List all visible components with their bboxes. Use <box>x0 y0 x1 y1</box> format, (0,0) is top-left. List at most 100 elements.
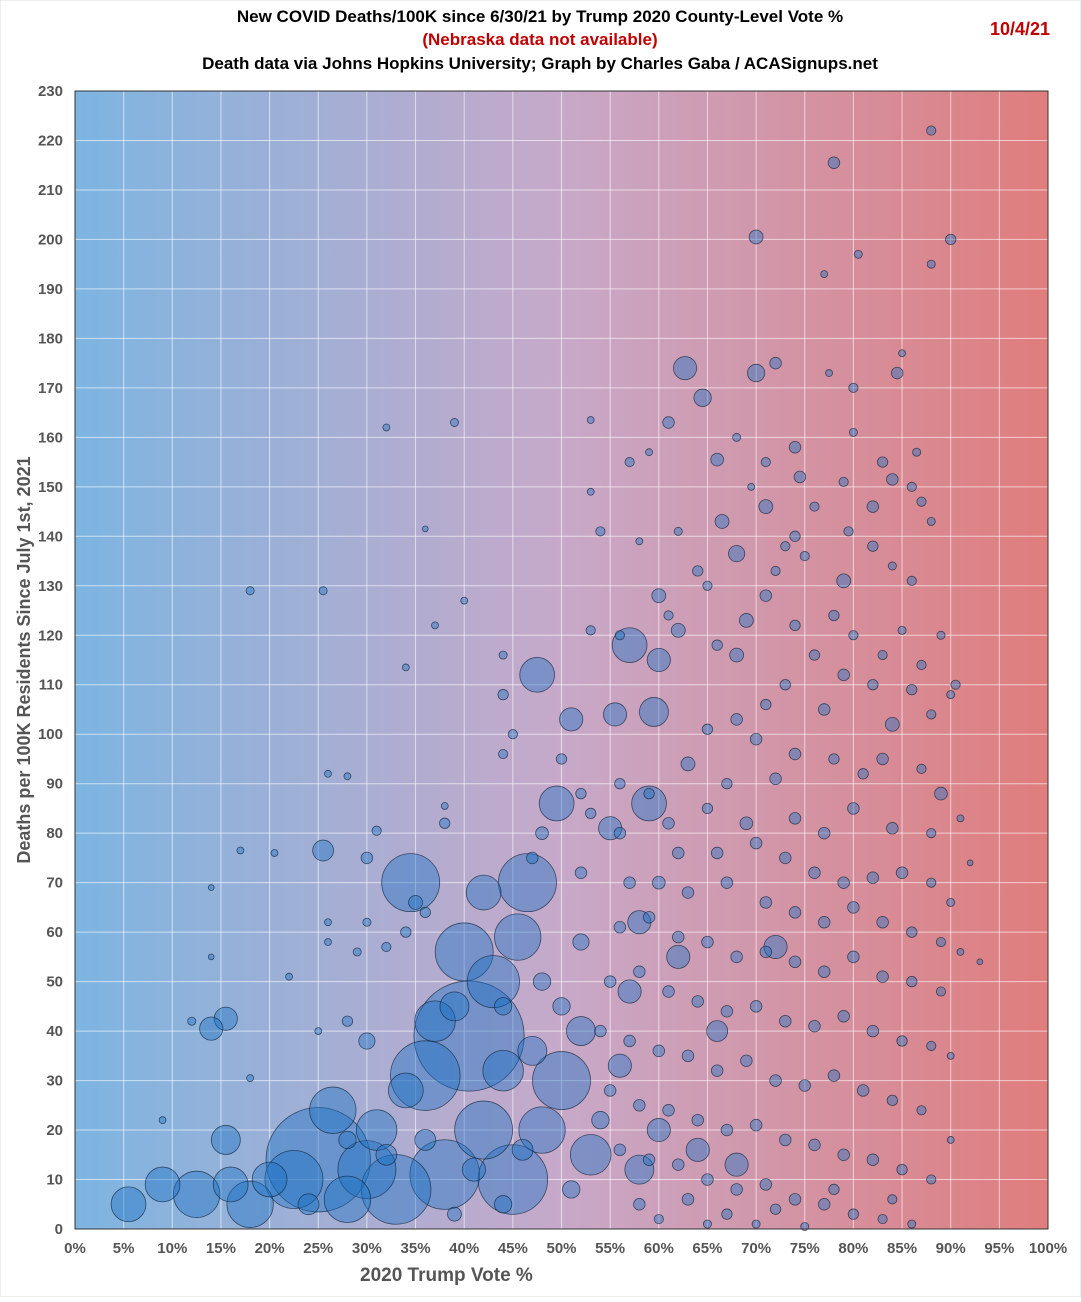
bubble-point <box>110 1186 147 1223</box>
bubble-point <box>747 482 756 491</box>
y-tick-label: 60 <box>46 924 63 941</box>
plot-border <box>74 90 1049 1230</box>
x-tick-label: 5% <box>113 1240 135 1257</box>
bubble-point <box>651 588 667 604</box>
bubble-point <box>759 896 773 909</box>
bubble-point <box>670 622 686 638</box>
bubble-point <box>494 913 542 961</box>
y-tick-label: 110 <box>39 677 63 694</box>
bubble-point <box>672 846 685 860</box>
bubble-point <box>538 785 575 822</box>
bubble-point <box>890 366 904 380</box>
bubble-point <box>866 1153 880 1166</box>
bubble-point <box>691 995 704 1008</box>
x-tick-label: 45% <box>498 1240 528 1257</box>
bubble-point <box>324 918 332 927</box>
bubble-point <box>702 1219 712 1229</box>
bubble-point <box>652 875 666 890</box>
bubble-point <box>297 1193 320 1216</box>
bubble-point <box>681 1049 695 1063</box>
bubble-point <box>187 1016 197 1026</box>
y-tick-label: 100 <box>38 726 63 743</box>
bubble-point <box>838 476 849 487</box>
bubble-point <box>494 997 513 1016</box>
bubble-point <box>788 906 802 919</box>
bubble-point <box>511 1138 534 1161</box>
bubble-point <box>751 1219 761 1229</box>
bubble-point <box>926 1040 937 1051</box>
bubble-point <box>613 826 627 840</box>
bubble-point <box>607 1053 632 1078</box>
bubble-point <box>586 487 595 496</box>
bubble-point <box>730 1183 743 1196</box>
bubble-point <box>360 1154 432 1225</box>
bubble-point <box>906 684 918 696</box>
y-tick-label: 10 <box>46 1172 63 1189</box>
bubble-point <box>769 1203 782 1215</box>
bubble-point <box>818 916 831 929</box>
bubble-point <box>681 1193 695 1206</box>
bubble-point <box>877 650 888 661</box>
bubble-point <box>837 1148 850 1161</box>
bubble-point <box>710 452 724 467</box>
bubble-point <box>388 1072 424 1109</box>
y-tick-label: 210 <box>38 182 63 199</box>
bubble-point <box>808 1019 821 1033</box>
x-tick-label: 35% <box>401 1240 431 1257</box>
bubble-point <box>498 748 509 760</box>
bubble-point <box>847 802 860 815</box>
bubble-point <box>906 575 917 586</box>
bubble-point <box>926 709 937 720</box>
bubble-point <box>828 753 840 765</box>
bubble-point <box>245 586 255 596</box>
bubble-point <box>535 826 549 840</box>
y-axis-label: Deaths per 100K Residents Since July 1st… <box>14 456 34 863</box>
bubble-point <box>519 657 555 693</box>
bubble-point <box>611 627 648 663</box>
bubble-point <box>825 369 833 377</box>
bubble-point <box>591 1111 610 1130</box>
bubble-point <box>946 1051 955 1060</box>
bubble-point <box>623 1034 636 1048</box>
bubble-point <box>749 732 763 746</box>
bubble-point <box>906 481 917 492</box>
bubble-point <box>866 1024 880 1038</box>
bubble-point <box>780 541 791 552</box>
chart-date: 10/4/21 <box>990 19 1050 39</box>
bubble-point <box>693 388 712 407</box>
bubble-point <box>643 787 655 800</box>
bubble-point <box>710 846 724 860</box>
bubble-point <box>507 729 518 740</box>
bubble-point <box>729 647 744 663</box>
x-tick-label: 75% <box>790 1240 820 1257</box>
bubble-point <box>158 1116 167 1125</box>
bubble-point <box>749 1000 763 1013</box>
bubble-point <box>906 975 918 988</box>
bubble-point <box>477 1144 549 1215</box>
bubble-point <box>627 910 652 935</box>
bubble-point <box>788 441 802 454</box>
bubble-point <box>447 1206 462 1222</box>
bubble-point <box>270 849 279 857</box>
bubble-point <box>843 526 854 537</box>
bubble-point <box>867 540 879 552</box>
bubble-point <box>662 985 675 998</box>
bubble-point <box>876 970 889 983</box>
bubble-point <box>552 997 571 1016</box>
bubble-point <box>246 1074 255 1082</box>
bubble-point <box>439 991 470 1022</box>
bubble-point <box>886 1094 898 1106</box>
bubble-point <box>818 965 831 978</box>
chart-subtitle: Death data via Johns Hopkins University;… <box>202 54 878 73</box>
x-tick-label: 90% <box>936 1240 966 1257</box>
bubble-point <box>672 1158 685 1171</box>
bubble-point <box>916 763 927 774</box>
bubble-point <box>673 526 683 536</box>
bubble-point <box>769 772 782 785</box>
bubble-point <box>779 1133 792 1147</box>
bubble-point <box>517 1035 548 1066</box>
bubble-point <box>663 610 674 621</box>
bubble-point <box>314 1027 323 1035</box>
bubble-point <box>837 1010 850 1023</box>
